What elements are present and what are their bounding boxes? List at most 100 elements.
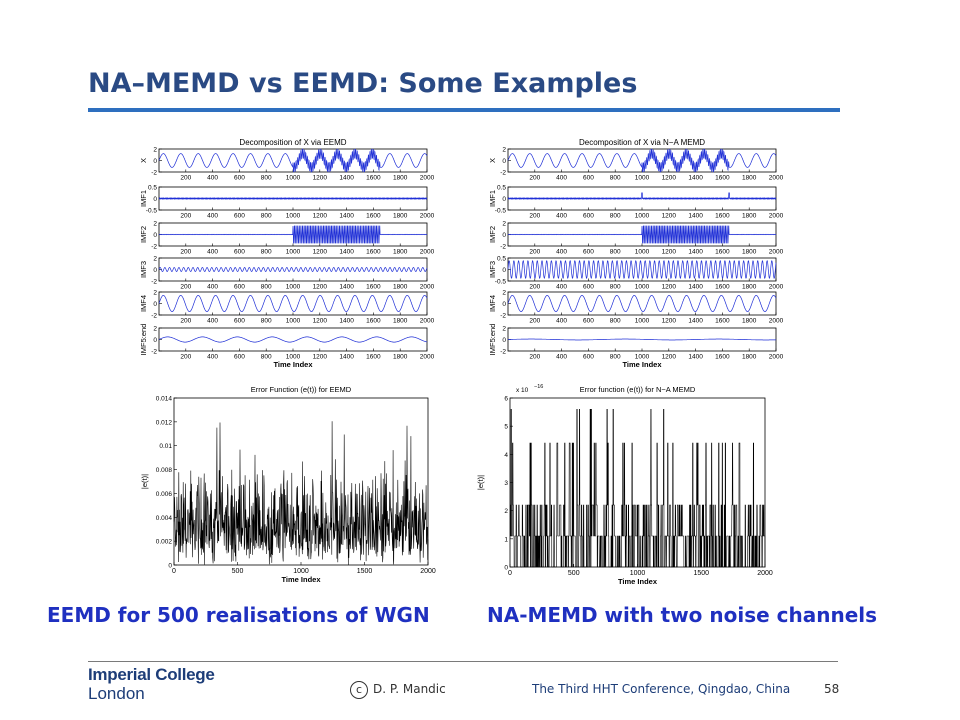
x-axis-label: Time Index: [622, 360, 662, 369]
y-tick-label: 2: [504, 508, 508, 515]
x-tick-label: 2000: [769, 354, 784, 361]
y-tick-label: 2: [502, 326, 506, 333]
x-tick-label: 1600: [366, 249, 381, 256]
x-tick-label: 1800: [742, 354, 757, 361]
x-tick-label: 1400: [339, 318, 354, 325]
x-tick-label: 1600: [715, 213, 730, 220]
signal-line-x: [158, 148, 428, 173]
signal-line-imf2: [158, 225, 428, 244]
x-tick-label: 1000: [286, 175, 301, 182]
y-tick-label: -2: [500, 170, 506, 177]
x-tick-label: 1800: [393, 175, 408, 182]
panel-ylabel: IMF1: [488, 190, 497, 207]
signal-line-imf3: [158, 267, 428, 272]
x-tick-label: 800: [610, 318, 621, 325]
x-tick-label: 200: [529, 354, 540, 361]
x-tick-label: 1800: [393, 213, 408, 220]
x-tick-label: 1000: [635, 175, 650, 182]
x-tick-label: 1000: [286, 284, 301, 291]
x-tick-label: 1800: [742, 249, 757, 256]
y-tick-label: -2: [500, 244, 506, 251]
x-tick-label: 400: [207, 284, 218, 291]
y-tick-label: 0.5: [148, 185, 157, 192]
x-tick-label: 2000: [769, 284, 784, 291]
footer-rule: [88, 661, 838, 662]
x-tick-label: 400: [556, 175, 567, 182]
x-tick-label: 1000: [286, 249, 301, 256]
x-tick-label: 2000: [420, 213, 435, 220]
y-tick-label: 2: [153, 290, 157, 297]
y-tick-label: 2: [502, 221, 506, 228]
x-tick-label: 1400: [688, 284, 703, 291]
x-tick-label: 800: [261, 175, 272, 182]
x-tick-label: 1200: [662, 249, 677, 256]
y-tick-label: 2: [153, 326, 157, 333]
x-axis-label: Time Index: [618, 577, 658, 586]
x-tick-label: 200: [180, 249, 191, 256]
x-tick-label: 1800: [393, 284, 408, 291]
x-tick-label: 1000: [635, 249, 650, 256]
logo-line2: London: [88, 684, 145, 703]
x-tick-label: 400: [207, 213, 218, 220]
x-tick-label: 1200: [662, 175, 677, 182]
panel-ylabel: X: [139, 158, 148, 163]
y-tick-label: 0: [502, 196, 506, 203]
x-tick-label: 1000: [286, 354, 301, 361]
y-tick-label: 2: [502, 147, 506, 154]
x-tick-label: 1400: [339, 284, 354, 291]
y-tick-label: 0: [153, 158, 157, 165]
x-tick-label: 1800: [742, 318, 757, 325]
caption-left: EEMD for 500 realisations of WGN: [47, 603, 430, 627]
x-tick-label: 1600: [366, 284, 381, 291]
y-tick-label: 0.008: [156, 467, 173, 474]
x-tick-label: 1000: [293, 568, 309, 575]
x-tick-label: 2000: [420, 175, 435, 182]
panel-ylabel: IMF4: [488, 295, 497, 312]
x-tick-label: 800: [261, 318, 272, 325]
x-tick-label: 800: [610, 249, 621, 256]
imperial-college-logo: Imperial College London: [88, 665, 215, 703]
x-tick-label: 600: [234, 354, 245, 361]
x-tick-label: 0: [172, 568, 176, 575]
x-tick-label: 600: [234, 284, 245, 291]
x-tick-label: 1600: [366, 354, 381, 361]
x-tick-label: 1200: [313, 213, 328, 220]
x-tick-label: 1200: [313, 249, 328, 256]
panel-ylabel: X: [488, 158, 497, 163]
y-tick-label: -0.5: [495, 279, 507, 286]
x-tick-label: 600: [583, 249, 594, 256]
error-chart-3: Error Function (e(t)) for EEMD 0 0.002 0.00…: [140, 385, 436, 584]
x-tick-label: 1200: [662, 284, 677, 291]
x-tick-label: 600: [234, 175, 245, 182]
y-multiplier-exponent: −16: [534, 384, 543, 390]
x-tick-label: 200: [529, 318, 540, 325]
x-tick-label: 2000: [420, 284, 435, 291]
x-tick-label: 1200: [313, 318, 328, 325]
x-tick-label: 400: [207, 354, 218, 361]
y-tick-label: 0: [502, 158, 506, 165]
x-tick-label: 1600: [715, 284, 730, 291]
y-tick-label: 0: [153, 337, 157, 344]
copyright: c D. P. Mandic: [350, 681, 446, 699]
x-tick-label: 1000: [635, 213, 650, 220]
x-tick-label: 800: [610, 213, 621, 220]
x-tick-label: 1200: [313, 354, 328, 361]
panel-frame: [507, 291, 777, 316]
x-tick-label: 600: [583, 354, 594, 361]
y-tick-label: -2: [151, 244, 157, 251]
y-tick-label: 2: [153, 147, 157, 154]
y-tick-label: 0.01: [159, 443, 172, 450]
conference-name: The Third HHT Conference, Qingdao, China: [532, 682, 791, 696]
x-tick-label: 1200: [662, 354, 677, 361]
panel-frame: [158, 327, 428, 352]
x-tick-label: 1000: [635, 318, 650, 325]
signal-line-imf3: [507, 259, 777, 280]
x-tick-label: 200: [180, 213, 191, 220]
x-tick-label: 800: [261, 249, 272, 256]
panel-ylabel: IMF5:end: [139, 324, 148, 356]
